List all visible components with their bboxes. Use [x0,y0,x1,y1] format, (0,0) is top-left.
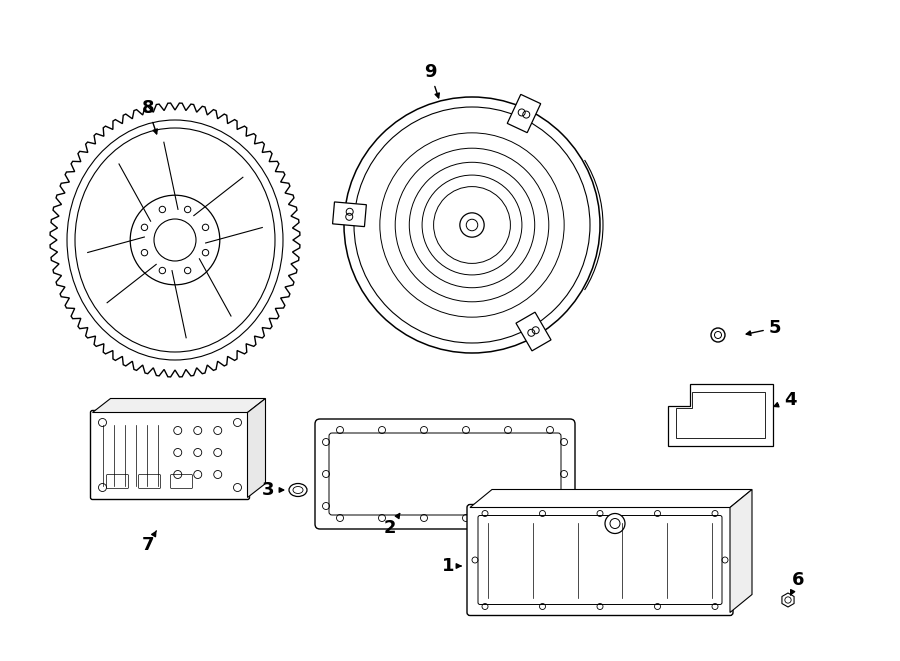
Text: 6: 6 [790,571,805,595]
Text: 8: 8 [141,99,158,134]
Text: 5: 5 [746,319,781,337]
Text: 3: 3 [262,481,284,499]
Text: 9: 9 [424,63,439,98]
Polygon shape [248,399,266,498]
Polygon shape [782,593,794,607]
Polygon shape [470,490,752,508]
FancyBboxPatch shape [467,504,733,615]
Ellipse shape [289,483,307,496]
Polygon shape [333,202,366,227]
Polygon shape [516,312,551,351]
Polygon shape [93,399,266,412]
Circle shape [605,514,625,533]
FancyBboxPatch shape [315,419,575,529]
Text: 7: 7 [142,531,157,554]
Text: 4: 4 [774,391,796,409]
FancyBboxPatch shape [91,410,249,500]
Polygon shape [730,490,752,613]
Text: 2: 2 [383,514,400,537]
Text: 1: 1 [442,557,461,575]
Polygon shape [508,95,541,133]
Polygon shape [668,384,772,446]
